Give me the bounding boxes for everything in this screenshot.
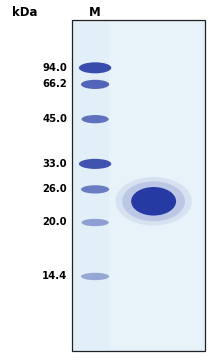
Text: 14.4: 14.4 [42, 271, 67, 282]
Text: 94.0: 94.0 [42, 63, 67, 73]
FancyBboxPatch shape [109, 22, 202, 349]
Ellipse shape [131, 187, 176, 216]
Text: 20.0: 20.0 [42, 217, 67, 228]
Ellipse shape [82, 219, 109, 226]
Text: 66.2: 66.2 [42, 80, 67, 89]
Ellipse shape [81, 80, 109, 89]
FancyBboxPatch shape [72, 20, 205, 351]
Text: M: M [89, 6, 101, 19]
Ellipse shape [81, 273, 109, 280]
Ellipse shape [122, 181, 185, 221]
Ellipse shape [81, 185, 109, 194]
Text: kDa: kDa [12, 6, 38, 19]
Ellipse shape [79, 62, 111, 73]
Text: 33.0: 33.0 [42, 159, 67, 169]
Text: 45.0: 45.0 [42, 114, 67, 124]
Ellipse shape [82, 115, 109, 123]
Ellipse shape [79, 159, 111, 169]
Ellipse shape [115, 177, 192, 225]
Text: 26.0: 26.0 [42, 184, 67, 194]
